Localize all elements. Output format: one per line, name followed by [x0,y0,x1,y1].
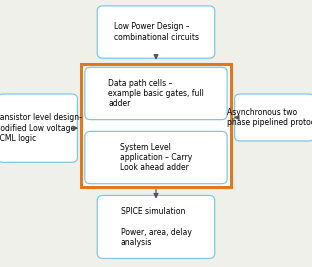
Text: Transistor level design-
modified Low voltage
MCML logic: Transistor level design- modified Low vo… [0,113,82,143]
Text: Data path cells –
example basic gates, full
adder: Data path cells – example basic gates, f… [108,78,204,108]
FancyBboxPatch shape [97,195,215,258]
FancyBboxPatch shape [235,94,312,141]
FancyBboxPatch shape [0,94,77,162]
FancyBboxPatch shape [81,64,231,187]
FancyBboxPatch shape [85,131,227,184]
Text: SPICE simulation

Power, area, delay
analysis: SPICE simulation Power, area, delay anal… [120,207,192,247]
FancyBboxPatch shape [85,67,227,120]
FancyBboxPatch shape [97,6,215,58]
Text: Low Power Design –
combinational circuits: Low Power Design – combinational circuit… [114,22,198,42]
Text: Asynchronous two
phase pipelined protocol: Asynchronous two phase pipelined protoco… [227,108,312,127]
Text: System Level
application – Carry
Look ahead adder: System Level application – Carry Look ah… [120,143,192,172]
